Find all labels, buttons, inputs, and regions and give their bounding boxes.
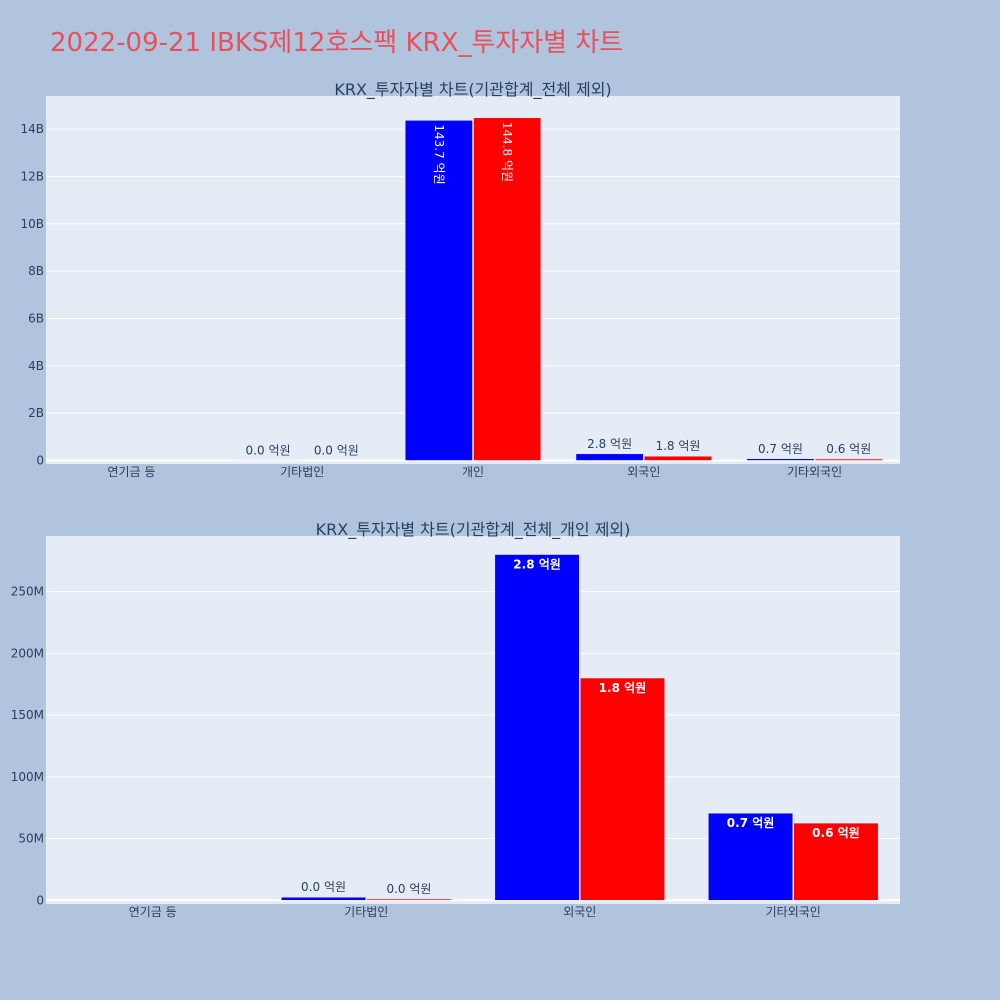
plot-area	[46, 96, 900, 464]
data-label: 2.8 억원	[587, 437, 632, 451]
data-label: 0.0 억원	[246, 443, 291, 457]
bar	[580, 677, 665, 901]
data-label: 2.8 억원	[513, 558, 561, 572]
y-tick-label: 0	[36, 893, 44, 907]
data-label: 0.7 억원	[727, 816, 775, 830]
data-label: 143.7 억원	[432, 124, 446, 184]
x-tick-label: 외국인	[563, 905, 596, 919]
y-tick-label: 14B	[20, 122, 44, 136]
y-tick-label: 250M	[11, 585, 44, 599]
y-tick-label: 8B	[28, 264, 44, 278]
data-label: 1.8 억원	[599, 681, 647, 695]
data-label: 0.7 억원	[758, 442, 803, 456]
data-label: 0.6 억원	[826, 442, 871, 456]
x-tick-label: 기타법인	[280, 465, 324, 479]
y-tick-label: 2B	[28, 406, 44, 420]
bar	[494, 554, 580, 901]
chart-title: KRX_투자자별 차트(기관합계_전체_개인 제외)	[316, 520, 631, 540]
x-tick-label: 기타법인	[344, 905, 388, 919]
bar	[281, 896, 367, 901]
data-label: 0.0 억원	[314, 443, 359, 457]
bar	[814, 458, 883, 461]
bar	[473, 117, 542, 461]
y-tick-label: 10B	[20, 217, 44, 231]
bar	[746, 458, 815, 461]
x-tick-label: 기타외국인	[787, 465, 842, 479]
y-tick-label: 150M	[11, 708, 44, 722]
x-tick-label: 연기금 등	[129, 905, 177, 919]
bar	[708, 812, 793, 901]
y-tick-label: 6B	[28, 311, 44, 325]
chart-title: KRX_투자자별 차트(기관합계_전체 제외)	[334, 80, 611, 100]
data-label: 144.8 억원	[500, 122, 514, 182]
x-tick-label: 개인	[462, 465, 484, 479]
y-tick-label: 100M	[11, 770, 44, 784]
y-tick-label: 50M	[18, 832, 44, 846]
x-tick-label: 연기금 등	[107, 465, 155, 479]
data-label: 1.8 억원	[655, 439, 700, 453]
bar	[404, 120, 473, 461]
y-tick-label: 0	[36, 453, 44, 467]
y-tick-label: 12B	[20, 169, 44, 183]
bar	[366, 898, 452, 901]
y-tick-label: 4B	[28, 359, 44, 373]
y-tick-label: 200M	[11, 646, 44, 660]
data-label: 0.0 억원	[386, 882, 431, 896]
bar	[793, 822, 879, 901]
x-tick-label: 외국인	[627, 465, 660, 479]
bar	[644, 455, 712, 461]
data-label: 0.6 억원	[812, 826, 860, 840]
data-label: 0.0 억원	[301, 880, 346, 894]
x-tick-label: 기타외국인	[766, 905, 821, 919]
page-title: 2022-09-21 IBKS제12호스팩 KRX_투자자별 차트	[50, 28, 624, 58]
bar	[575, 453, 644, 461]
